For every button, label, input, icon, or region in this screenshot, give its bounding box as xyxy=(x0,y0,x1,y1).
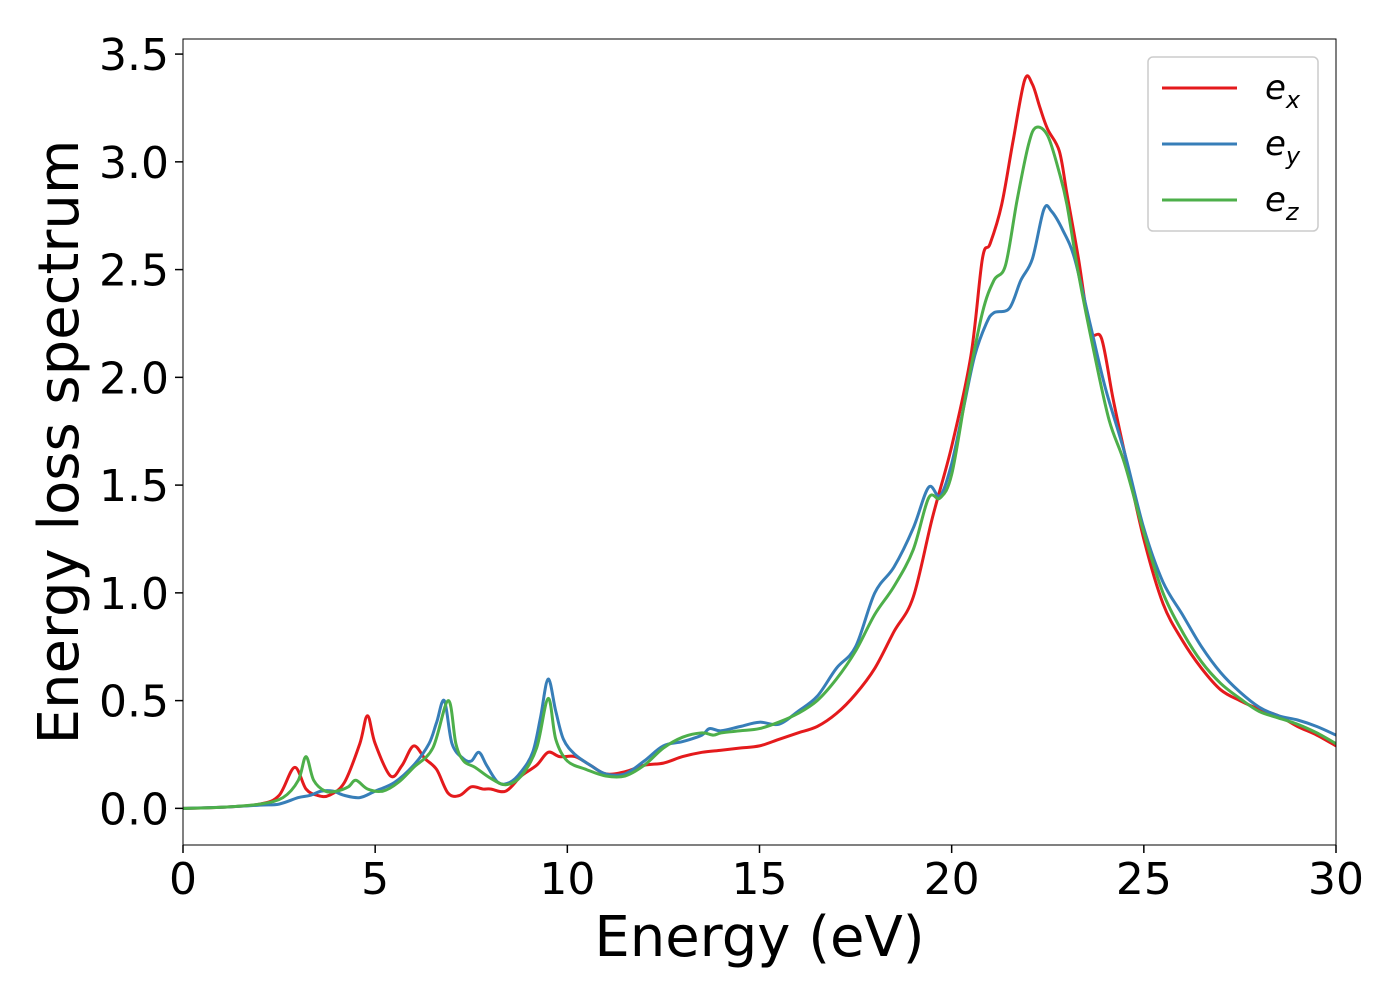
x-tick-label: 20 xyxy=(924,854,980,905)
series-layer xyxy=(183,74,1336,810)
x-tick-label: 30 xyxy=(1308,854,1364,905)
y-tick-label: 1.0 xyxy=(99,569,169,620)
series-line-x xyxy=(183,74,1336,810)
y-tick-label: 2.5 xyxy=(99,246,169,297)
y-tick-label: 0.5 xyxy=(99,677,169,728)
x-tick-label: 5 xyxy=(361,854,389,905)
y-tick-label: 3.5 xyxy=(99,30,169,81)
series-line-y xyxy=(183,203,1336,810)
x-axis: 0 5 10 15 20 25 30 xyxy=(169,845,1364,905)
y-tick-label: 3.0 xyxy=(99,138,169,189)
y-tick-label: 1.5 xyxy=(99,461,169,512)
x-tick-label: 15 xyxy=(732,854,788,905)
y-tick-label: 2.0 xyxy=(99,353,169,404)
series-line-z xyxy=(183,125,1336,810)
x-tick-label: 0 xyxy=(169,854,197,905)
x-tick-label: 25 xyxy=(1116,854,1172,905)
x-tick-label: 10 xyxy=(539,854,595,905)
x-axis-label: Energy (eV) xyxy=(594,905,924,970)
legend-label-z: ez xyxy=(1265,180,1300,226)
legend: ex ey ez xyxy=(1147,56,1319,232)
y-axis: 0.0 0.5 1.0 1.5 2.0 2.5 3.0 3.5 xyxy=(99,30,183,835)
y-tick-label: 0.0 xyxy=(99,784,169,835)
y-axis-label: Energy loss spectrum xyxy=(27,140,92,745)
legend-label-x: ex xyxy=(1265,68,1301,114)
legend-label-y: ey xyxy=(1265,124,1301,170)
